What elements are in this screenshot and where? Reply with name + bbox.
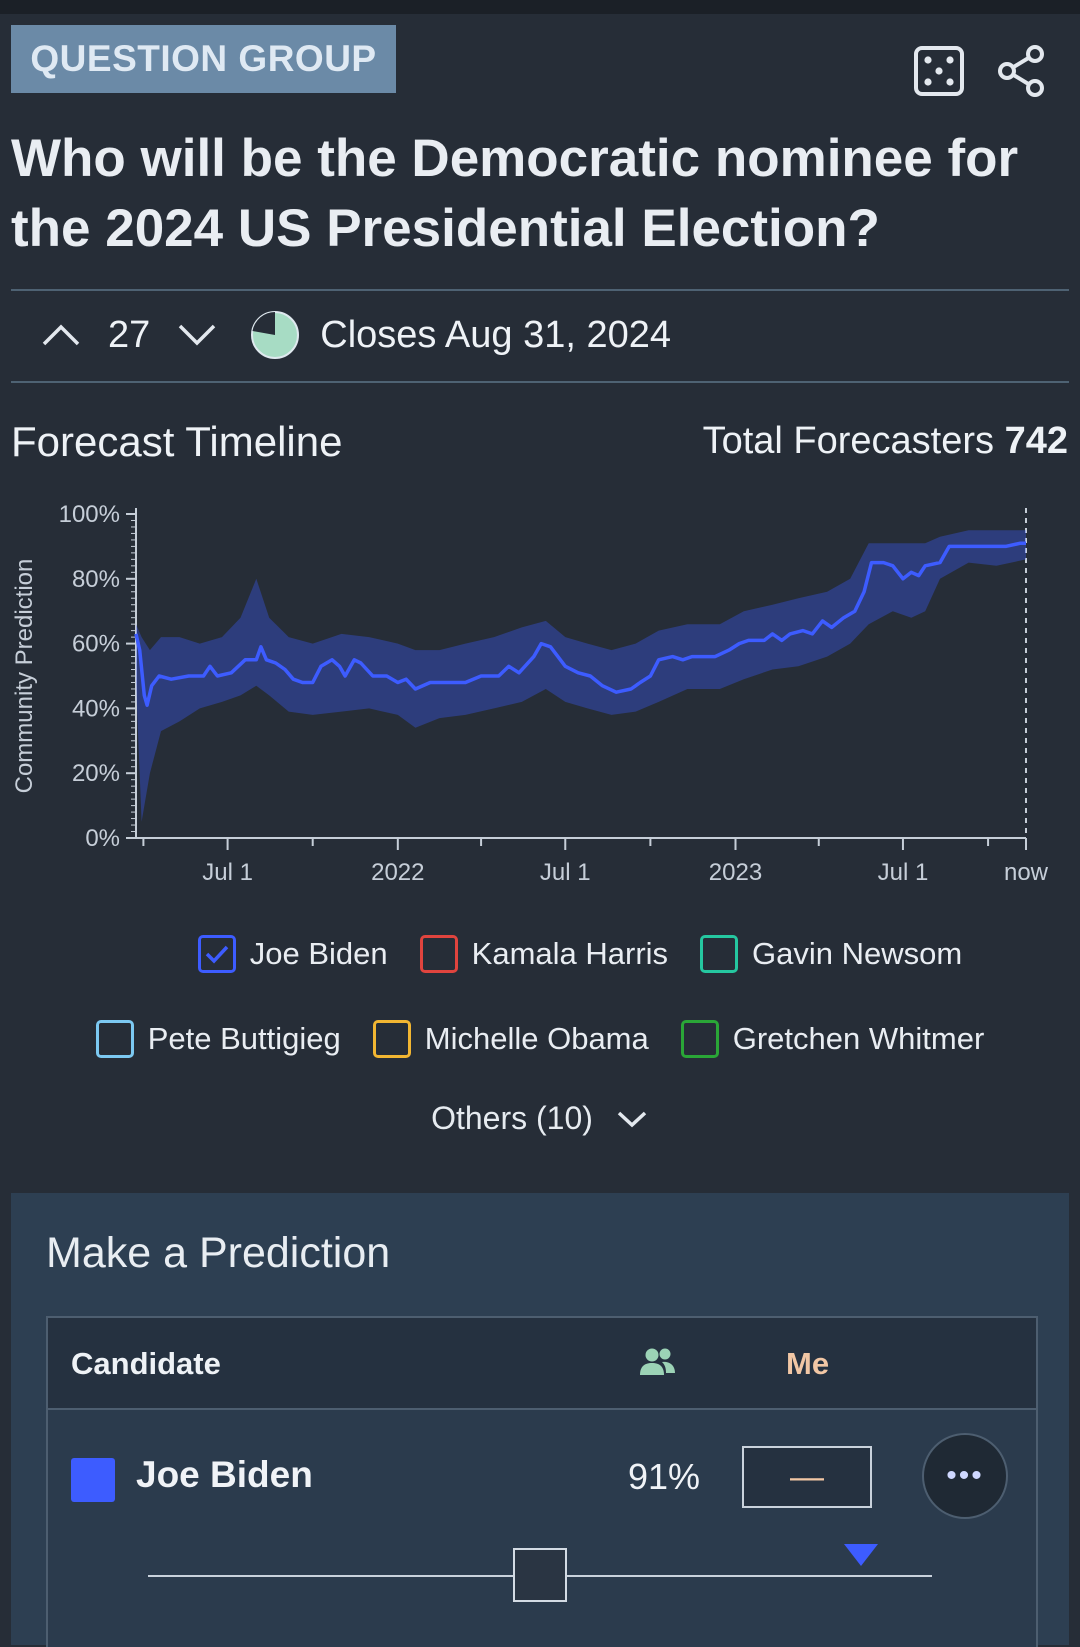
x-tick-label: 2022: [371, 859, 424, 886]
vote-row: 27 Closes Aug 31, 2024: [11, 290, 1069, 380]
chevron-down-icon: [179, 324, 216, 346]
upvote-button[interactable]: [36, 310, 86, 360]
prediction-table-header: Candidate Me: [48, 1318, 1036, 1410]
make-prediction-title: Make a Prediction: [46, 1229, 391, 1277]
more-options-button[interactable]: •••: [922, 1433, 1008, 1519]
time-remaining-pie-icon: [251, 311, 300, 359]
legend-item[interactable]: Kamala Harris: [419, 935, 669, 973]
prediction-table: Candidate Me Joe Biden 91% — •••: [46, 1316, 1038, 1647]
legend-item[interactable]: Pete Buttigieg: [95, 1020, 341, 1058]
more-icon: •••: [946, 1459, 984, 1492]
x-tick-label: Jul 1: [202, 859, 253, 886]
forecast-timeline-title: Forecast Timeline: [11, 418, 343, 465]
community-prediction-value: 91%: [628, 1456, 701, 1497]
legend-label: Joe Biden: [249, 936, 388, 971]
legend-label: Kamala Harris: [471, 936, 669, 971]
x-tick-label: Jul 1: [540, 859, 591, 886]
share-button[interactable]: [992, 42, 1050, 100]
total-forecasters-count: 742: [1004, 420, 1068, 462]
checkbox[interactable]: [419, 935, 458, 973]
total-forecasters: Total Forecasters 742: [703, 420, 1068, 463]
checkmark-icon: [205, 945, 229, 964]
series-line: [134, 541, 1026, 707]
x-tick-label: now: [1004, 859, 1049, 886]
chevron-up-icon: [42, 324, 80, 346]
checkbox-checked[interactable]: [197, 935, 236, 973]
community-marker: [844, 1544, 879, 1566]
my-prediction-input[interactable]: —: [742, 1446, 872, 1508]
column-header-candidate: Candidate: [71, 1346, 221, 1381]
column-header-me: Me: [786, 1346, 830, 1381]
y-tick-label: 80%: [72, 566, 120, 593]
y-tick-label: 40%: [72, 695, 120, 722]
legend-item[interactable]: Michelle Obama: [372, 1020, 649, 1058]
question-title: Who will be the Democratic nominee for t…: [11, 129, 1019, 258]
x-tick-label: 2023: [709, 859, 762, 886]
candidate-name: Joe Biden: [136, 1454, 313, 1495]
downvote-button[interactable]: [172, 310, 222, 360]
y-tick-label: 100%: [59, 501, 120, 528]
legend-label: Michelle Obama: [424, 1021, 649, 1056]
x-tick-label: Jul 1: [878, 859, 929, 886]
checkbox[interactable]: [680, 1020, 719, 1058]
forecast-timeline-chart[interactable]: Community Prediction 0% 20% 40% 60% 80% 100% Ju…: [0, 490, 1080, 890]
candidate-color-swatch: [71, 1458, 115, 1502]
prediction-slider-handle[interactable]: [513, 1548, 567, 1602]
chevron-down-icon: [617, 1111, 647, 1127]
vote-count: 27: [108, 313, 151, 356]
legend-label: Pete Buttigieg: [147, 1021, 341, 1056]
others-toggle[interactable]: Others (10): [0, 1100, 1080, 1137]
y-tick-label: 60%: [72, 631, 120, 658]
my-prediction-value: —: [790, 1457, 824, 1496]
divider: [11, 289, 1069, 291]
total-forecasters-label: Total Forecasters: [702, 420, 995, 462]
status-bar-strip: [0, 0, 1080, 14]
checkbox[interactable]: [95, 1020, 134, 1058]
series-confidence-band: [136, 530, 1026, 822]
share-icon: [998, 45, 1044, 97]
close-date: Closes Aug 31, 2024: [320, 313, 671, 356]
checkbox[interactable]: [700, 935, 739, 973]
make-prediction-panel: Make a Prediction Candidate Me Joe Biden…: [11, 1193, 1069, 1647]
y-tick-label: 0%: [85, 825, 120, 852]
legend-item[interactable]: Gretchen Whitmer: [680, 1020, 985, 1058]
random-question-button[interactable]: [910, 42, 968, 100]
community-icon: [640, 1348, 675, 1375]
legend-item[interactable]: Gavin Newsom: [700, 935, 962, 973]
legend-row: Pete Buttigieg Michelle Obama Gretchen Whi…: [0, 1020, 1080, 1058]
dice-icon: [914, 46, 964, 96]
legend-label: Gretchen Whitmer: [732, 1021, 985, 1056]
legend-label: Gavin Newsom: [752, 936, 963, 971]
y-axis-label: Community Prediction: [11, 559, 38, 794]
y-tick-label: 20%: [72, 760, 120, 787]
divider: [11, 381, 1069, 383]
checkbox[interactable]: [372, 1020, 411, 1058]
question-group-tag: QUESTION GROUP: [11, 25, 396, 93]
legend-item[interactable]: Joe Biden: [197, 935, 388, 973]
others-label: Others (10): [431, 1100, 593, 1136]
legend-row: Joe Biden Kamala Harris Gavin Newsom: [0, 935, 1080, 973]
